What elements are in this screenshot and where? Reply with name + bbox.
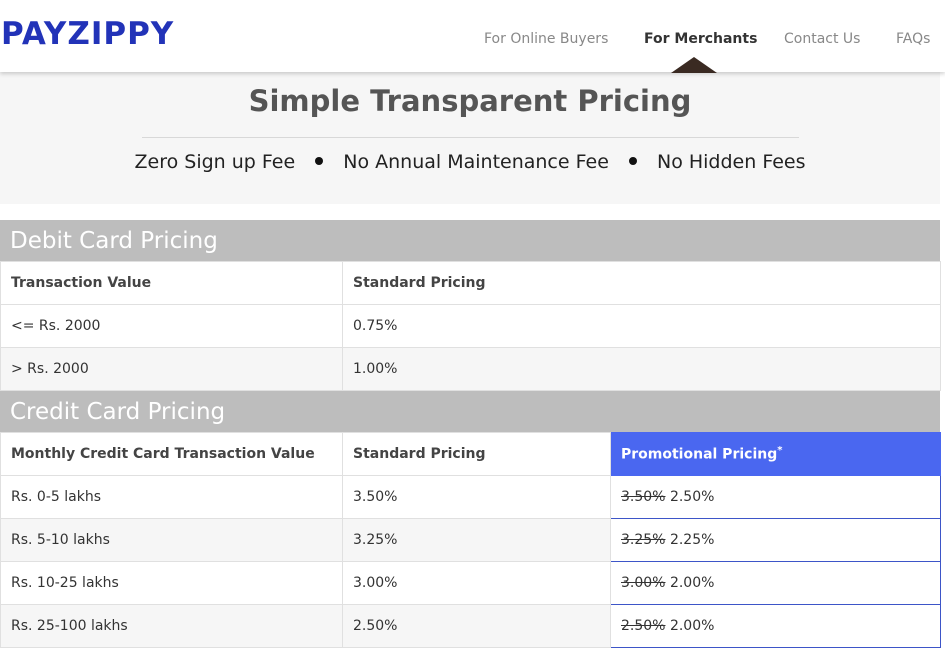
debit-section-title: Debit Card Pricing bbox=[0, 220, 940, 261]
table-row: <= Rs. 2000 0.75% bbox=[0, 304, 941, 348]
promo-price: 2.25% bbox=[669, 532, 715, 548]
table-row: > Rs. 2000 1.00% bbox=[0, 347, 941, 391]
transaction-value-cell: > Rs. 2000 bbox=[0, 347, 343, 391]
column-header: Standard Pricing bbox=[342, 432, 611, 476]
transaction-value-cell: <= Rs. 2000 bbox=[0, 304, 343, 348]
old-price: 3.00% bbox=[621, 575, 666, 591]
page-title: Simple Transparent Pricing bbox=[248, 84, 692, 118]
footnote-asterisk: * bbox=[777, 445, 783, 457]
site-header: PAYZIPPY For Online Buyers For Merchants… bbox=[0, 0, 945, 72]
feature-sign-up: Zero Sign up Fee bbox=[134, 150, 296, 173]
payzippy-logo[interactable]: PAYZIPPY bbox=[1, 16, 175, 52]
nav-item-merchants[interactable]: For Merchants bbox=[644, 31, 758, 47]
table-header-row: Transaction Value Standard Pricing bbox=[0, 261, 941, 305]
transaction-value-cell: Rs. 5-10 lakhs bbox=[0, 518, 343, 562]
standard-pricing-cell: 3.00% bbox=[342, 561, 611, 605]
column-header: Monthly Credit Card Transaction Value bbox=[0, 432, 343, 476]
transaction-value-cell: Rs. 10-25 lakhs bbox=[0, 561, 343, 605]
old-price: 3.50% bbox=[621, 489, 666, 505]
debit-pricing-table: Transaction Value Standard Pricing <= Rs… bbox=[0, 261, 941, 391]
transaction-value-cell: Rs. 0-5 lakhs bbox=[0, 475, 343, 519]
old-price: 2.50% bbox=[621, 618, 666, 634]
credit-section-title: Credit Card Pricing bbox=[0, 391, 940, 432]
standard-pricing-cell: 3.50% bbox=[342, 475, 611, 519]
promotional-pricing-cell: 3.25% 2.25% bbox=[610, 518, 941, 562]
nav-item-contact-us[interactable]: Contact Us bbox=[784, 31, 861, 47]
column-header: Standard Pricing bbox=[342, 261, 941, 305]
pricing-hero: Simple Transparent Pricing Zero Sign up … bbox=[0, 72, 940, 204]
promo-price: 2.00% bbox=[669, 575, 715, 591]
standard-pricing-cell: 2.50% bbox=[342, 604, 611, 648]
standard-pricing-cell: 0.75% bbox=[342, 304, 941, 348]
nav-item-faqs[interactable]: FAQs bbox=[896, 31, 931, 47]
standard-pricing-cell: 3.25% bbox=[342, 518, 611, 562]
promo-price: 2.00% bbox=[669, 618, 715, 634]
main-nav: For Online Buyers For Merchants Contact … bbox=[0, 31, 945, 51]
table-row: Rs. 5-10 lakhs 3.25% 3.25% 2.25% bbox=[0, 518, 941, 562]
feature-list: Zero Sign up Fee No Annual Maintenance F… bbox=[0, 150, 940, 173]
feature-hidden-fees: No Hidden Fees bbox=[656, 150, 806, 173]
promotional-pricing-header: Promotional Pricing* bbox=[610, 432, 941, 476]
column-header: Transaction Value bbox=[0, 261, 343, 305]
standard-pricing-cell: 1.00% bbox=[342, 347, 941, 391]
credit-pricing-table: Monthly Credit Card Transaction Value St… bbox=[0, 432, 941, 648]
promo-price: 2.50% bbox=[669, 489, 715, 505]
old-price: 3.25% bbox=[621, 532, 666, 548]
table-row: Rs. 10-25 lakhs 3.00% 3.00% 2.00% bbox=[0, 561, 941, 605]
promo-header-label: Promotional Pricing bbox=[621, 446, 778, 463]
nav-item-online-buyers[interactable]: For Online Buyers bbox=[484, 31, 609, 47]
table-row: Rs. 0-5 lakhs 3.50% 3.50% 2.50% bbox=[0, 475, 941, 519]
title-divider bbox=[142, 137, 799, 138]
promotional-pricing-cell: 3.00% 2.00% bbox=[610, 561, 941, 605]
table-row: Rs. 25-100 lakhs 2.50% 2.50% 2.00% bbox=[0, 604, 941, 648]
bullet-dot bbox=[628, 156, 637, 165]
promotional-pricing-cell: 2.50% 2.00% bbox=[610, 604, 941, 648]
feature-maintenance: No Annual Maintenance Fee bbox=[343, 150, 609, 173]
transaction-value-cell: Rs. 25-100 lakhs bbox=[0, 604, 343, 648]
promotional-pricing-cell: 3.50% 2.50% bbox=[610, 475, 941, 519]
table-header-row: Monthly Credit Card Transaction Value St… bbox=[0, 432, 941, 476]
bullet-dot bbox=[315, 156, 324, 165]
active-nav-indicator bbox=[671, 57, 717, 73]
